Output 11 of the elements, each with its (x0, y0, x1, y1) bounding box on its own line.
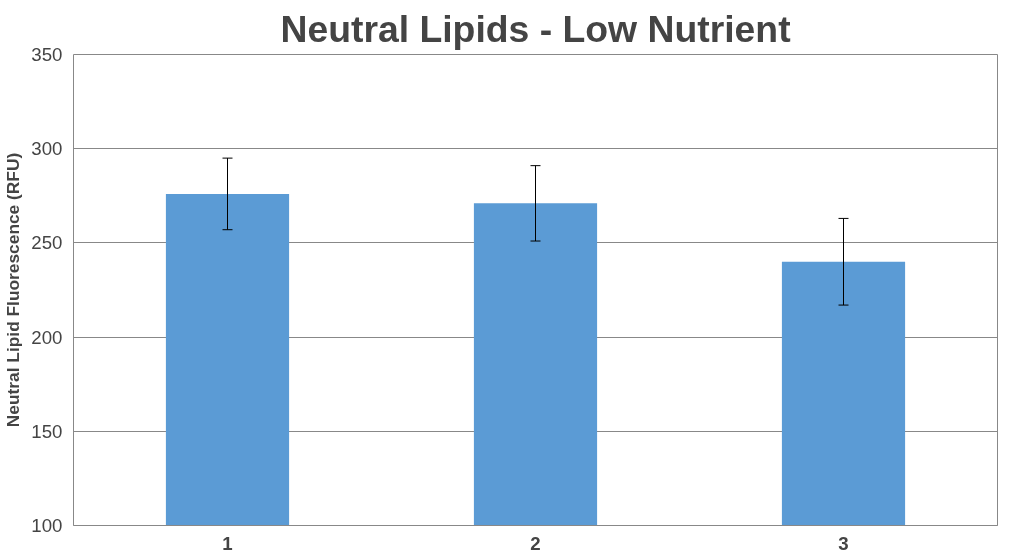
x-tick-label: 1 (222, 532, 233, 552)
x-tick-label: 3 (838, 532, 849, 552)
y-tick-label: 350 (31, 44, 63, 65)
y-tick-label: 250 (31, 232, 63, 254)
y-tick-label: 150 (31, 420, 63, 442)
y-tick-label: 200 (31, 326, 63, 348)
y-axis-title: Neutral Lipid Fluorescence (RFU) (3, 152, 24, 428)
y-tick-label: 300 (31, 138, 63, 160)
y-tick-label: 100 (31, 515, 63, 536)
chart-title: Neutral Lipids - Low Nutrient (280, 7, 791, 50)
x-tick-label: 2 (530, 532, 541, 552)
